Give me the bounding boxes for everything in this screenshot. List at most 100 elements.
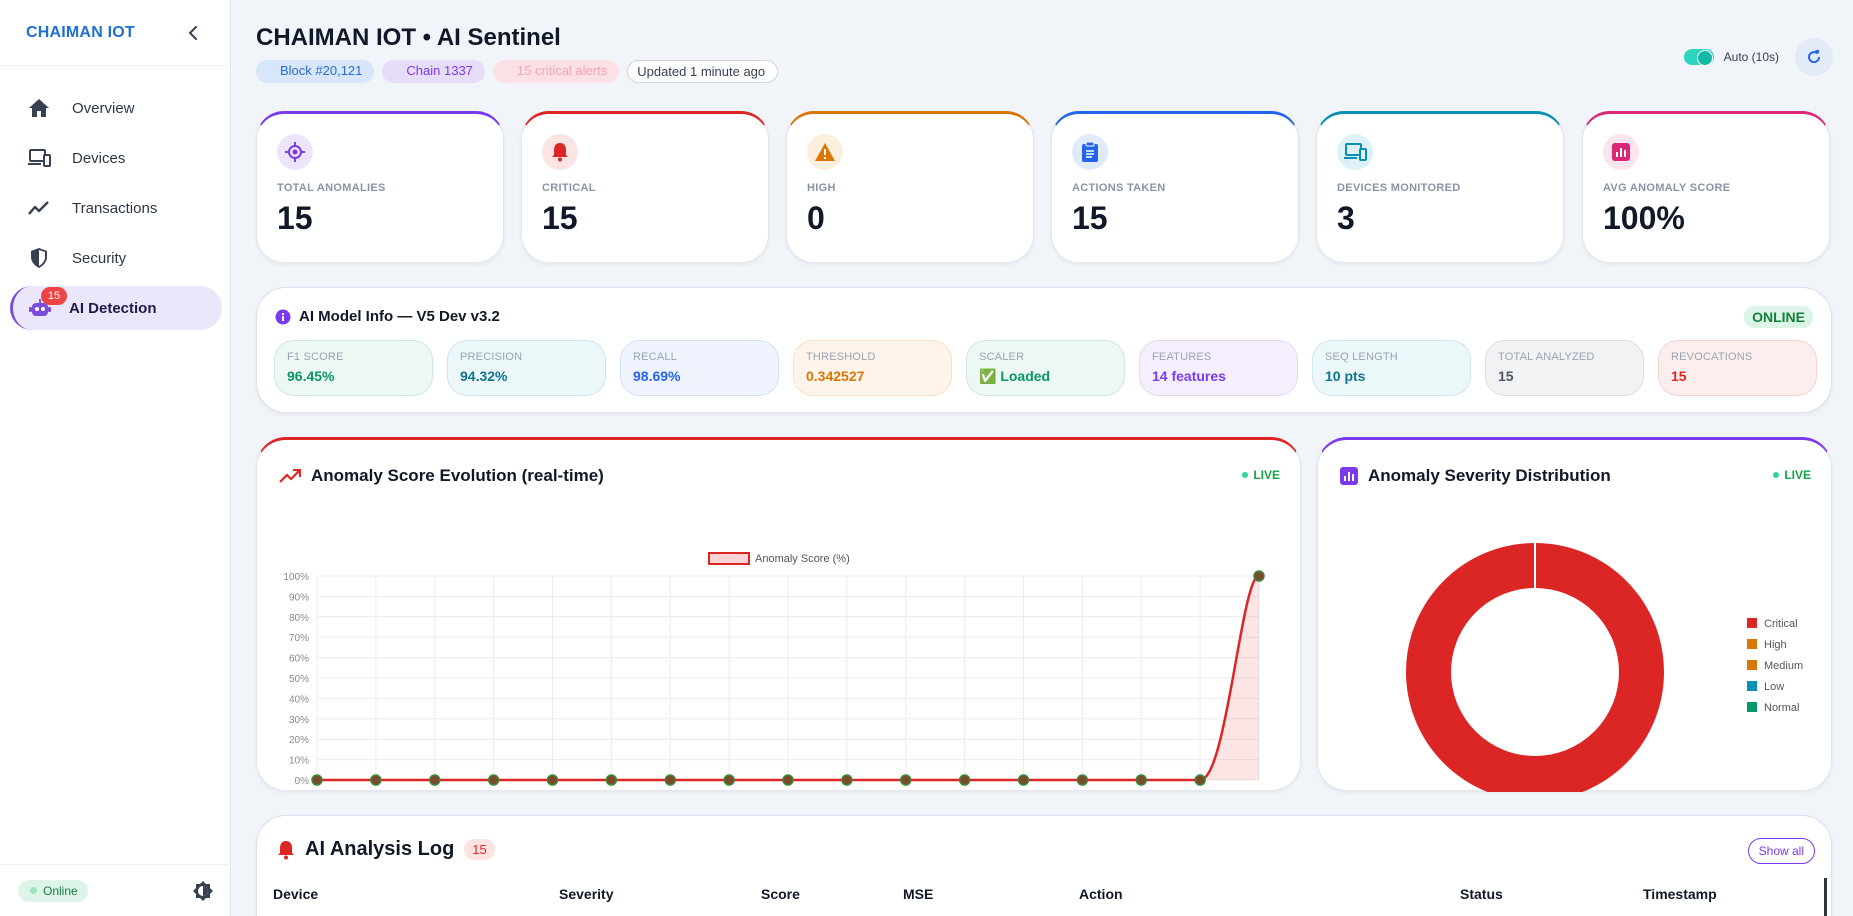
legend-label: High — [1764, 639, 1787, 651]
refresh-button[interactable] — [1795, 38, 1833, 76]
metric-label: SCALER — [979, 351, 1025, 363]
sidebar-item-label: Devices — [72, 149, 126, 167]
model-status-badge: ONLINE — [1744, 306, 1813, 328]
devices-icon — [1337, 134, 1373, 170]
target-icon — [277, 134, 313, 170]
connection-status-badge: Online — [18, 879, 88, 902]
y-tick-label: 20% — [289, 735, 309, 746]
column-header-timestamp[interactable]: Timestamp — [1643, 886, 1717, 902]
metric-label: FEATURES — [1152, 351, 1212, 363]
column-header-severity[interactable]: Severity — [559, 886, 614, 902]
x-tick-label: 00:40:54 — [356, 791, 395, 792]
x-tick-label: 00:46:40 — [1240, 791, 1279, 792]
x-tick-label: 00:43:55 — [1004, 791, 1043, 792]
bell-icon — [542, 134, 578, 170]
chart-title-text: Anomaly Severity Distribution — [1368, 466, 1611, 485]
data-point — [723, 774, 735, 786]
live-indicator: LIVE — [1773, 468, 1811, 482]
metric-value: 98.69% — [633, 368, 681, 384]
header-controls: Auto (10s) — [1683, 38, 1833, 76]
sidebar-nav: Overview Devices Transactions Security 1… — [0, 66, 230, 330]
stat-label: HIGH — [807, 182, 836, 194]
legend-swatch — [1747, 639, 1757, 649]
chart-line-icon — [26, 195, 52, 221]
stat-card-devices-monitored: DEVICES MONITORED 3 — [1316, 111, 1564, 263]
legend-swatch — [1747, 660, 1757, 670]
stat-card-total-anomalies: TOTAL ANOMALIES 15 — [256, 111, 504, 263]
metric-value: 10 pts — [1325, 368, 1366, 384]
metric-label: SEQ LENGTH — [1325, 351, 1398, 363]
severity-doughnut-chart: Critical High Medium Low Normal — [1406, 543, 1803, 792]
x-tick-label: 00:43:15 — [827, 791, 866, 792]
sidebar-item-ai-detection[interactable]: 15 AI Detection — [10, 286, 222, 330]
sidebar-item-overview[interactable]: Overview — [10, 86, 222, 130]
page-title: CHAIMAN IOT • AI Sentinel — [256, 24, 561, 51]
sidebar-item-devices[interactable]: Devices — [10, 136, 222, 180]
chart-title-text: Anomaly Score Evolution (real-time) — [311, 466, 604, 485]
chevron-left-icon — [188, 25, 197, 40]
warning-icon — [807, 134, 843, 170]
x-tick-label: 00:41:46 — [533, 791, 572, 792]
legend-swatch — [1747, 702, 1757, 712]
metric-features: FEATURES 14 features — [1139, 340, 1298, 396]
metric-seq-length: SEQ LENGTH 10 pts — [1312, 340, 1471, 396]
data-point — [546, 774, 559, 786]
live-label: LIVE — [1253, 468, 1280, 482]
column-header-mse[interactable]: MSE — [903, 886, 934, 902]
show-all-button[interactable]: Show all — [1747, 838, 1815, 864]
metric-scaler: SCALER ✅ Loaded — [966, 340, 1125, 396]
severity-distribution-card: Anomaly Severity Distribution LIVE Criti… — [1317, 437, 1832, 792]
y-tick-label: 90% — [289, 592, 309, 603]
log-count-badge: 15 — [464, 839, 495, 860]
stat-value: 15 — [1072, 200, 1108, 236]
stat-label: CRITICAL — [542, 182, 596, 194]
metric-label: THRESHOLD — [806, 351, 876, 363]
home-icon — [26, 95, 52, 121]
block-chip: Block #20,121 — [256, 60, 375, 83]
log-table-header: Device Severity Score MSE Action Status … — [257, 886, 1831, 916]
x-tick-label: 00:40:40 — [298, 791, 337, 792]
collapse-sidebar-button[interactable] — [184, 23, 204, 43]
x-tick-label: 00:42:28 — [651, 791, 690, 792]
column-header-score[interactable]: Score — [761, 886, 800, 902]
ai-model-info-card: AI Model Info — V5 Dev v3.2 ONLINE F1 SC… — [256, 287, 1832, 413]
theme-toggle-button[interactable] — [193, 880, 213, 901]
stat-value: 15 — [277, 200, 313, 236]
column-header-action[interactable]: Action — [1079, 886, 1123, 902]
legend-label: Low — [1764, 681, 1784, 693]
refresh-icon — [1808, 50, 1821, 64]
stat-card-actions-taken: ACTIONS TAKEN 15 — [1051, 111, 1299, 263]
column-header-device[interactable]: Device — [273, 886, 319, 902]
sidebar-item-security[interactable]: Security — [10, 236, 222, 280]
data-point — [370, 774, 382, 786]
sidebar-item-transactions[interactable]: Transactions — [10, 186, 222, 230]
x-tick-label: 00:42:11 — [592, 791, 631, 792]
data-point — [664, 774, 676, 786]
metric-revocations: REVOCATIONS 15 — [1658, 340, 1817, 396]
data-point — [782, 774, 794, 786]
data-point — [1017, 774, 1030, 786]
log-scrollbar[interactable] — [1824, 878, 1827, 916]
stat-label: ACTIONS TAKEN — [1072, 182, 1166, 194]
sidebar-item-label: Overview — [72, 99, 135, 117]
metric-value: 14 features — [1152, 368, 1226, 384]
header-chips: Block #20,121 Chain 1337 15 critical ale… — [256, 60, 1833, 83]
live-dot — [1773, 472, 1780, 478]
auto-refresh-toggle[interactable] — [1683, 49, 1714, 66]
sidebar-item-label: AI Detection — [69, 299, 157, 317]
data-point — [487, 774, 500, 786]
y-tick-label: 60% — [289, 654, 309, 665]
x-tick-label: 00:42:43 — [710, 791, 749, 792]
metric-value: 94.32% — [460, 368, 508, 384]
legend-label: Normal — [1764, 702, 1799, 714]
y-tick-label: 100% — [283, 572, 309, 583]
column-header-status[interactable]: Status — [1460, 886, 1503, 902]
chart-title: Anomaly Score Evolution (real-time) — [279, 466, 604, 486]
notification-badge: 15 — [41, 287, 67, 305]
stat-value: 3 — [1337, 200, 1355, 236]
x-tick-label: 00:43:26 — [886, 791, 925, 792]
metric-value: 96.45% — [287, 368, 335, 384]
y-tick-label: 40% — [289, 694, 309, 705]
bell-icon — [278, 840, 294, 859]
info-icon — [275, 309, 291, 324]
